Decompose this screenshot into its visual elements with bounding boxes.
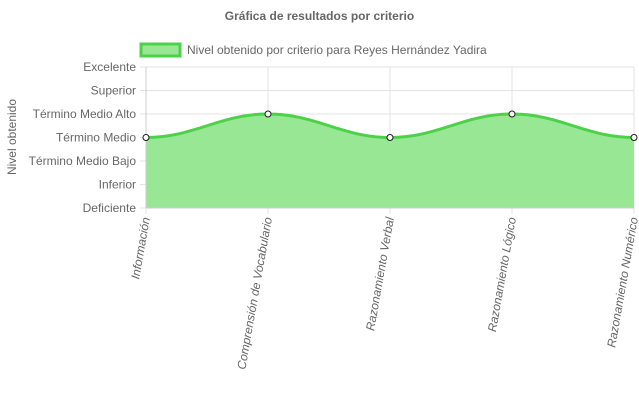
data-point[interactable]	[508, 110, 516, 118]
y-tick-label: Superior	[91, 84, 136, 98]
point-layer	[142, 110, 638, 141]
data-point[interactable]	[264, 110, 272, 118]
x-tick-label: Información	[128, 216, 153, 280]
y-tick-label: Excelente	[83, 60, 136, 74]
series-area-fill	[146, 114, 634, 208]
data-point[interactable]	[142, 134, 150, 141]
x-tick-label: Razonamiento Lógico	[485, 216, 519, 333]
y-tick-label: Término Medio Bajo	[29, 154, 137, 168]
legend[interactable]: Nivel obtenido por criterio para Reyes H…	[139, 42, 487, 58]
legend-swatch[interactable]	[139, 42, 182, 58]
y-tick-label: Término Medio	[56, 131, 136, 145]
y-tick-label: Término Medio Alto	[33, 107, 137, 121]
x-tick-label: Razonamiento Numérico	[604, 216, 639, 349]
data-point[interactable]	[630, 134, 638, 141]
y-tick-label: Deficiente	[83, 201, 137, 215]
axis-layer: Deficiente Inferior Término Medio Bajo Térm…	[29, 60, 639, 370]
x-tick-label: Comprensión de Vocabulario	[234, 216, 275, 371]
y-axis-title: Nivel obtenido	[5, 99, 19, 175]
y-tick-label: Inferior	[99, 178, 136, 192]
chart-title: Gráfica de resultados por criterio	[224, 9, 415, 23]
data-point[interactable]	[386, 134, 394, 141]
x-tick-label: Razonamiento Verbal	[363, 216, 397, 332]
legend-label[interactable]: Nivel obtenido por criterio para Reyes H…	[187, 43, 487, 57]
